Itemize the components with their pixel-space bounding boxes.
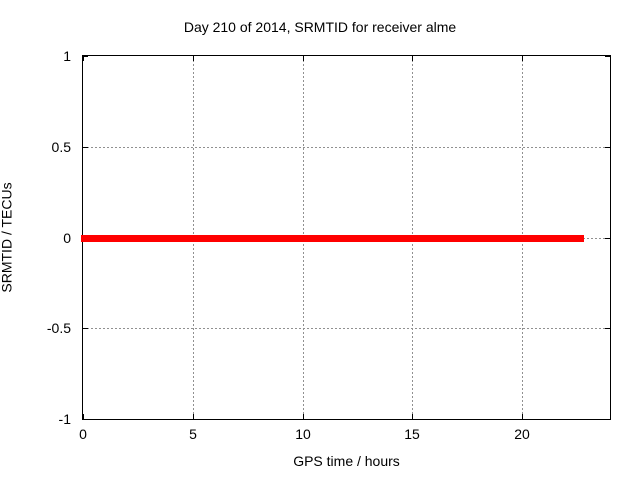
y-tick-right [605,238,610,239]
x-tick-label: 10 [295,426,311,442]
x-axis-label: GPS time / hours [293,453,400,469]
y-tick-left [83,328,88,329]
x-tick-bottom [522,414,523,419]
x-tick-bottom [83,414,84,419]
x-tick-bottom [193,414,194,419]
h-gridline [83,147,610,148]
y-tick-label: -0.5 [46,320,71,336]
y-tick-label: -1 [58,411,71,427]
y-tick-left [83,419,88,420]
x-tick-label: 15 [404,426,420,442]
y-tick-right [605,147,610,148]
y-tick-right [605,328,610,329]
x-tick-top [412,56,413,61]
y-tick-right [605,419,610,420]
x-tick-top [193,56,194,61]
plot-area [81,55,611,420]
x-tick-top [303,56,304,61]
y-tick-label: 0 [63,230,71,246]
x-tick-top [83,56,84,61]
y-tick-right [605,56,610,57]
x-tick-bottom [303,414,304,419]
x-tick-label: 20 [514,426,530,442]
x-tick-label: 5 [189,426,197,442]
data-line-srmtid [81,235,584,242]
y-tick-left [83,147,88,148]
chart-title: Day 210 of 2014, SRMTID for receiver alm… [183,19,457,35]
x-tick-bottom [412,414,413,419]
y-tick-label: 0.5 [51,139,71,155]
x-tick-label: 0 [79,426,87,442]
x-tick-top [522,56,523,61]
y-tick-left [83,56,88,57]
h-gridline [83,328,610,329]
y-tick-label: 1 [63,48,71,64]
